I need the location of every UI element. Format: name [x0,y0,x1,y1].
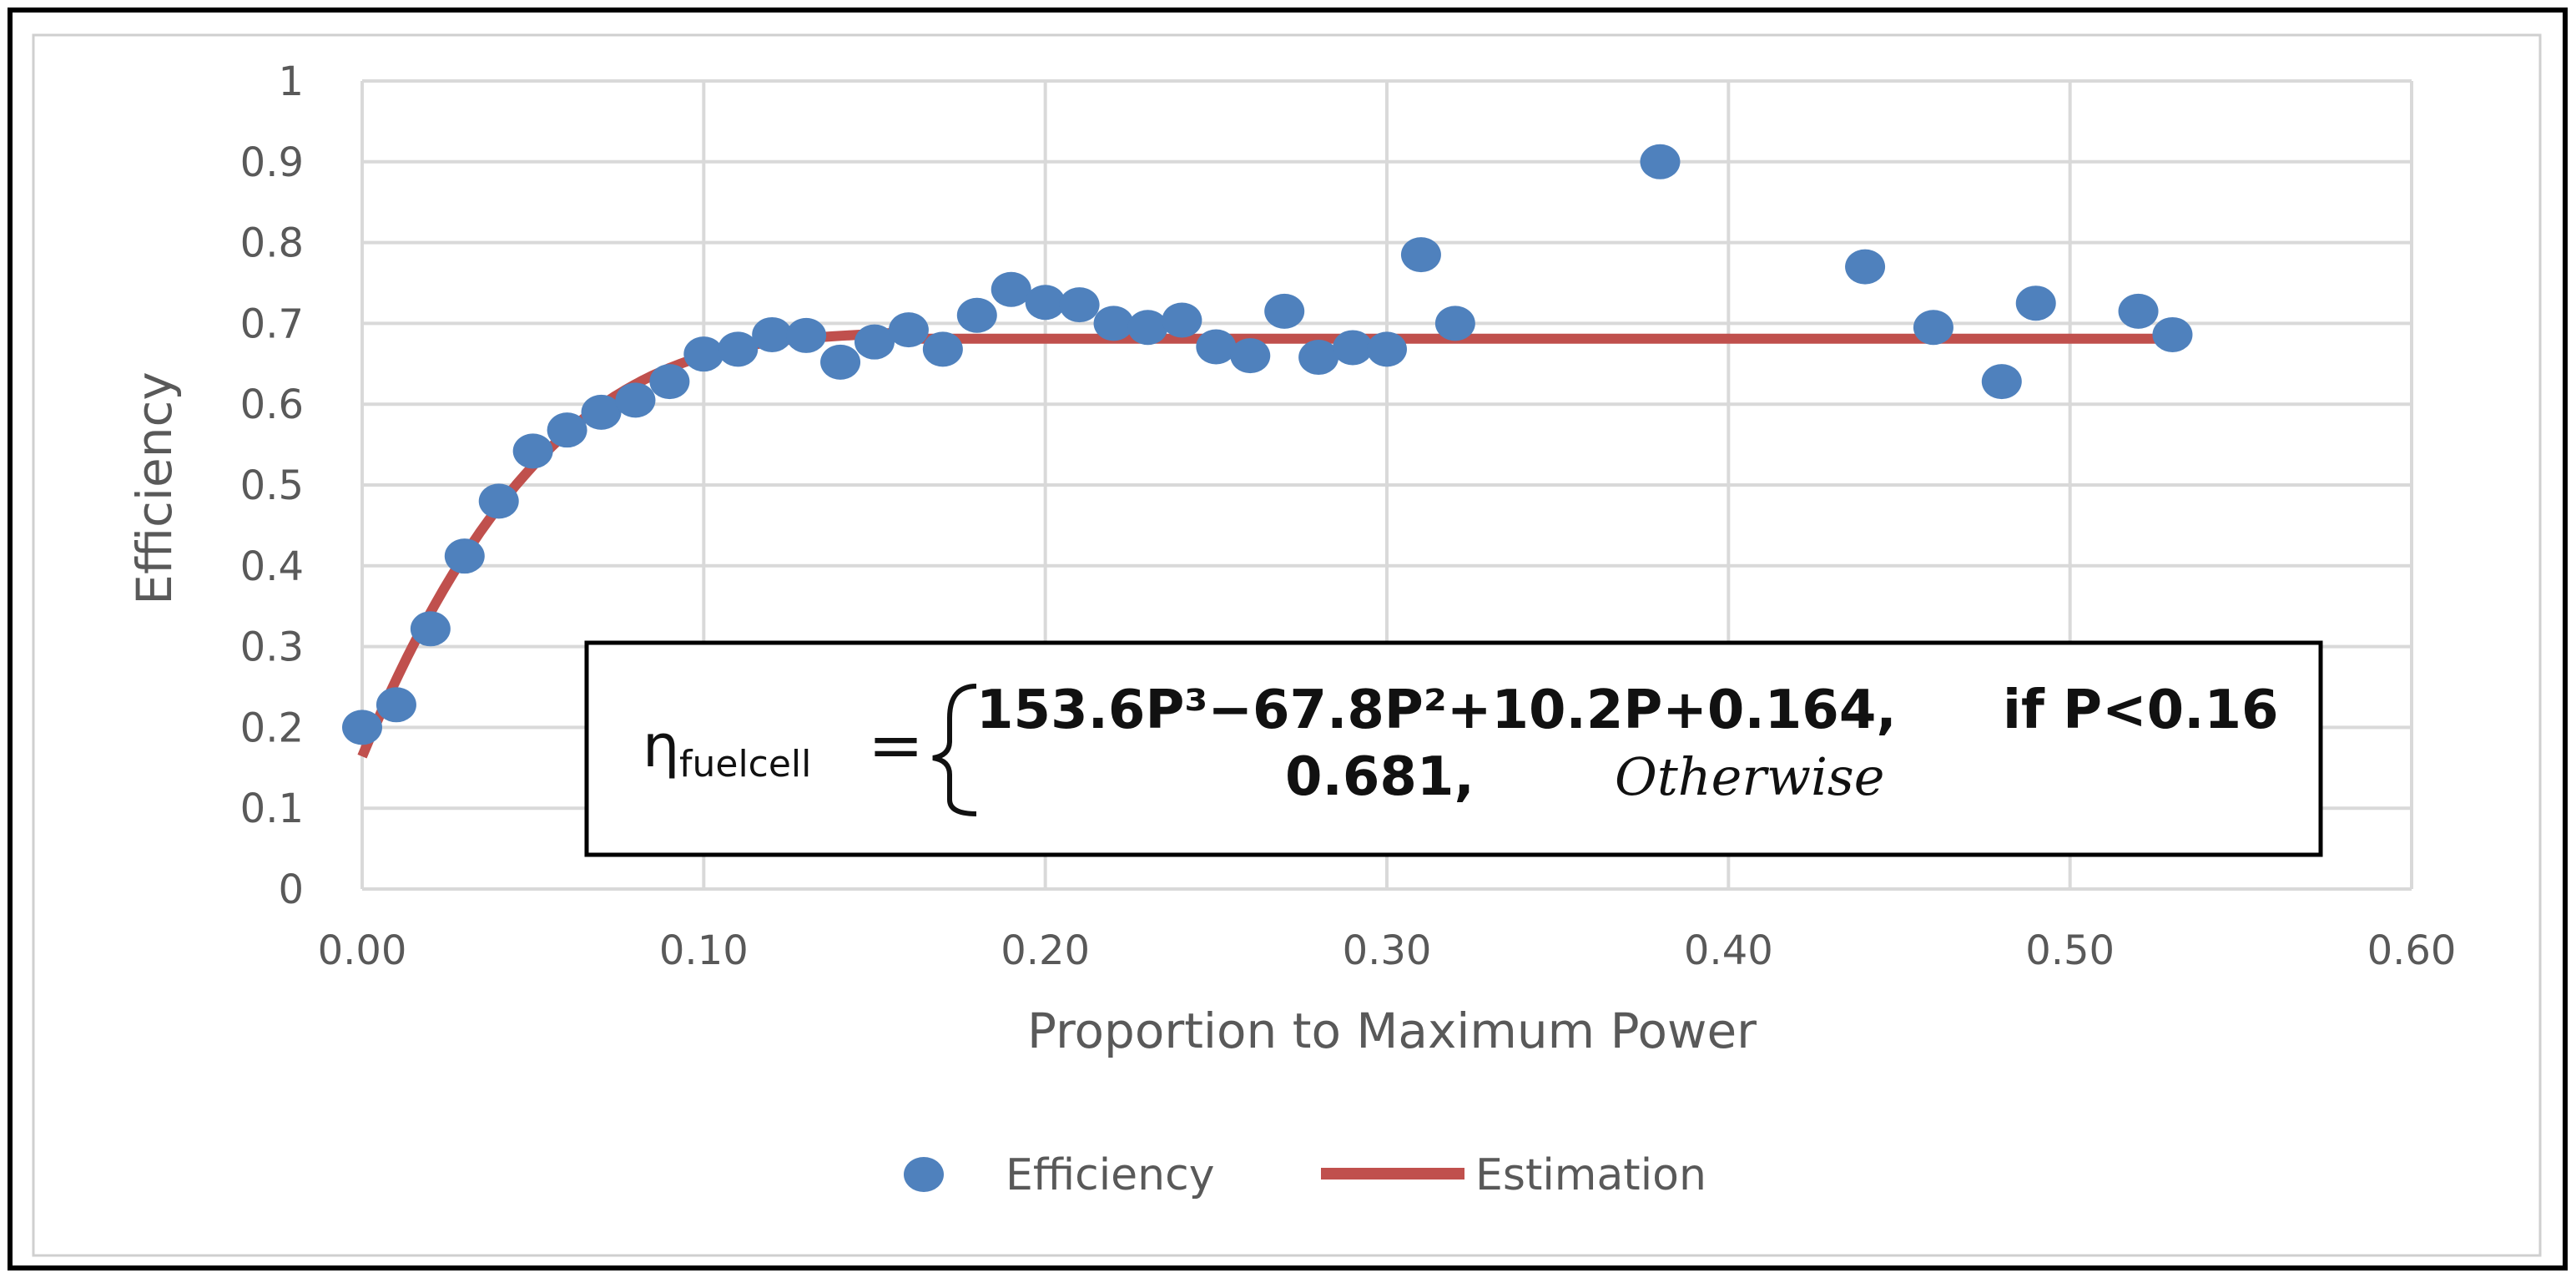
efficiency-point [1127,310,1168,346]
y-tick-label: 0.4 [240,543,304,590]
y-tick-label: 0.9 [240,139,304,186]
y-axis-title: Efficiency [126,371,183,604]
efficiency-point [410,611,451,647]
y-axis-ticks: 0 0.1 0.2 0.3 0.4 0.5 0.6 0.7 0.8 0.9 1 [240,58,304,913]
efficiency-point [649,364,690,400]
efficiency-point [1162,302,1202,338]
efficiency-point [922,331,963,367]
efficiency-point [615,382,656,418]
efficiency-point [444,538,485,574]
efficiency-point [581,394,622,430]
efficiency-point [1913,310,1953,346]
equation-frame [584,640,2323,857]
y-tick-label: 0.5 [240,462,304,509]
efficiency-point [1981,364,2022,400]
efficiency-point [1367,331,1407,367]
legend-estimation-label: Estimation [1475,1150,1706,1200]
chart-area-border [32,33,2542,1257]
efficiency-point [820,344,861,380]
x-tick-label: 0.10 [659,927,749,974]
efficiency-point [2118,293,2159,329]
efficiency-point [2015,285,2056,321]
x-tick-label: 0.50 [2025,927,2115,974]
efficiency-point [478,483,519,519]
legend: Efficiency Estimation [904,1150,1706,1200]
equation-cond1: if P<0.16 [2003,679,2279,741]
efficiency-point [1333,330,1374,366]
y-tick-label: 0 [278,866,304,913]
efficiency-point [1845,249,1886,285]
x-tick-label: 0.60 [2367,927,2457,974]
equation-eta: η [643,712,679,780]
efficiency-point [786,317,827,353]
efficiency-point [1230,338,1271,374]
y-tick-label: 1 [278,58,304,105]
x-axis-title: Proportion to Maximum Power [1027,1003,1757,1059]
x-tick-label: 0.40 [1684,927,1773,974]
legend-efficiency-label: Efficiency [1006,1150,1214,1200]
legend-efficiency-marker [904,1157,944,1192]
efficiency-point [1434,306,1475,341]
y-tick-label: 0.2 [240,705,304,751]
efficiency-point [1196,329,1237,365]
x-tick-label: 0.30 [1343,927,1432,974]
efficiency-point [1093,306,1134,341]
efficiency-point [1400,237,1441,273]
efficiency-point [376,687,416,723]
y-tick-label: 0.3 [240,624,304,671]
outer-frame [8,8,2568,1270]
x-axis-ticks: 0.00 0.10 0.20 0.30 0.40 0.50 0.60 [318,927,2457,974]
efficiency-point [683,336,724,372]
equation-equals: = [868,706,924,784]
equation-box: η fuelcell = 153.6P³−67.8P²+10.2P+0.164,… [584,640,2323,857]
efficiency-point [1059,287,1100,323]
efficiency-point [547,412,587,448]
equation-cond2: Otherwise [1615,746,1884,807]
y-tick-label: 0.7 [240,301,304,347]
y-tick-label: 0.6 [240,381,304,428]
y-tick-label: 0.1 [240,785,304,832]
efficiency-point [718,331,759,367]
efficiency-point [1264,293,1305,329]
efficiency-point [854,324,895,360]
efficiency-point [956,297,997,333]
y-tick-label: 0.8 [240,220,304,267]
equation-subscript: fuelcell [679,743,811,785]
efficiency-series [342,144,2193,745]
efficiency-point [1298,340,1339,376]
efficiency-point [752,316,793,352]
x-tick-label: 0.20 [1001,927,1090,974]
equation-line1: 153.6P³−67.8P²+10.2P+0.164, [976,679,1897,741]
equation-brace [932,684,977,816]
efficiency-point [1025,285,1066,321]
x-tick-label: 0.00 [318,927,407,974]
efficiency-point [1640,144,1681,179]
efficiency-point [888,312,929,348]
efficiency-point [512,433,553,469]
efficiency-point [2152,316,2193,352]
efficiency-point [342,710,382,745]
efficiency-point [991,271,1031,307]
equation-line2: 0.681, [1285,746,1475,808]
